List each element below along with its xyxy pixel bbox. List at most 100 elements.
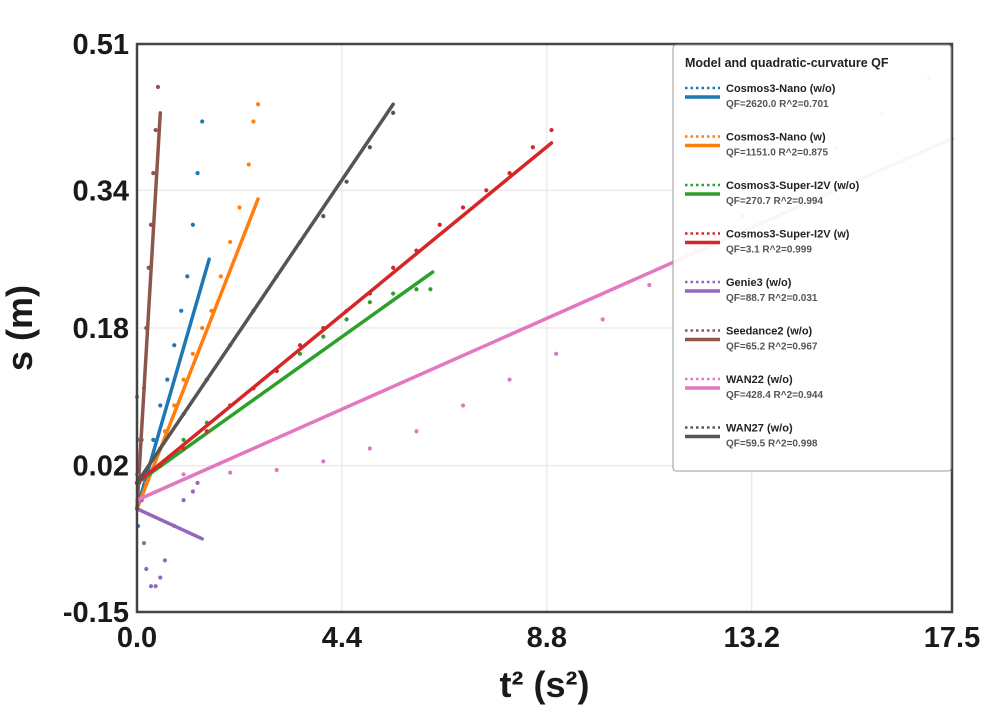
x-tick-label: 0.0 — [117, 622, 157, 654]
legend-item: Genie3 (w/o) QF=88.7 R^2=0.031 — [685, 277, 818, 304]
data-point — [158, 403, 163, 408]
data-point — [530, 145, 535, 150]
data-point — [437, 222, 442, 227]
data-point — [391, 110, 396, 115]
data-point — [647, 282, 652, 288]
x-tick-label: 8.8 — [527, 622, 567, 654]
x-tick-label: 4.4 — [322, 622, 362, 654]
data-point — [181, 437, 186, 442]
data-point — [148, 584, 154, 589]
legend-box — [672, 44, 952, 472]
data-point — [190, 351, 195, 356]
legend-item: Cosmos3-Nano (w) QF=1151.0 R^2=0.875 — [685, 132, 828, 159]
legend-series-name: Cosmos3-Super-I2V (w/o) — [726, 180, 860, 192]
legend-series-name: Seedance2 (w/o) — [726, 326, 813, 338]
x-tick-label: 17.5 — [924, 622, 980, 654]
fit-line — [135, 102, 395, 485]
data-point — [181, 498, 186, 503]
legend-series-stats: QF=270.7 R^2=0.994 — [726, 196, 823, 207]
data-point — [414, 287, 419, 292]
data-point — [218, 274, 223, 279]
legend-item: Cosmos3-Nano (w/o) QF=2620.0 R^2=0.701 — [685, 83, 836, 110]
data-point — [507, 377, 512, 382]
data-point — [460, 205, 466, 210]
data-point — [200, 325, 205, 331]
legend-series-stats: QF=1151.0 R^2=0.875 — [726, 148, 828, 159]
legend: Model and quadratic-curvature QF Cosmos3… — [672, 44, 952, 472]
legend-series-stats: QF=3.1 R^2=0.999 — [726, 245, 812, 256]
data-point — [428, 287, 433, 292]
data-point — [554, 351, 559, 356]
data-point — [228, 239, 233, 245]
data-point — [172, 343, 177, 348]
legend-series-stats: QF=59.5 R^2=0.998 — [726, 439, 818, 450]
data-point — [344, 179, 349, 184]
data-point — [414, 429, 419, 434]
data-point — [321, 214, 326, 219]
legend-series-stats: QF=2620.0 R^2=0.701 — [726, 99, 829, 110]
data-point — [321, 459, 326, 464]
data-point — [507, 170, 512, 176]
series-1 — [135, 102, 261, 511]
data-point — [151, 170, 156, 176]
fit-line — [135, 141, 554, 485]
data-point — [246, 162, 251, 167]
data-point — [251, 119, 256, 124]
legend-item: Seedance2 (w/o) QF=65.2 R^2=0.967 — [685, 326, 818, 353]
data-point — [141, 541, 147, 546]
fit-line — [135, 506, 204, 541]
data-point — [367, 446, 372, 451]
y-axis-label: s (m) — [0, 285, 40, 371]
legend-series-name: Cosmos3-Super-I2V (w) — [726, 229, 850, 241]
data-point — [460, 403, 466, 408]
plot-frame — [135, 42, 954, 614]
data-point — [344, 317, 349, 322]
data-point — [162, 558, 168, 563]
legend-item: Cosmos3-Super-I2V (w) QF=3.1 R^2=0.999 — [685, 229, 850, 256]
legend-series-name: Cosmos3-Nano (w/o) — [726, 83, 836, 95]
axis-ticks: 0.0 4.4 8.8 13.2 17.5 -0.15 0.02 0.18 0.34 0.51 — [63, 29, 980, 654]
data-point — [195, 480, 200, 486]
data-point — [484, 188, 489, 193]
data-point — [321, 334, 326, 339]
data-point — [391, 265, 396, 270]
fit-line — [135, 270, 435, 485]
data-point — [297, 351, 303, 356]
y-tick-label: 0.18 — [73, 313, 129, 345]
data-point — [181, 472, 186, 477]
series-3 — [134, 127, 554, 486]
data-point — [237, 205, 242, 210]
data-point — [185, 274, 190, 279]
data-point — [190, 489, 195, 494]
data-point — [190, 222, 195, 227]
legend-series-name: Genie3 (w/o) — [726, 277, 792, 289]
data-point — [144, 566, 149, 572]
legend-series-stats: QF=88.7 R^2=0.031 — [726, 293, 818, 304]
data-point — [549, 127, 554, 133]
y-tick-label: 0.02 — [73, 451, 129, 483]
data-point — [600, 317, 605, 322]
legend-series-name: Cosmos3-Nano (w) — [726, 132, 826, 144]
legend-title: Model and quadratic-curvature QF — [685, 56, 889, 70]
data-point — [391, 291, 396, 296]
y-tick-label: 0.51 — [73, 29, 129, 61]
series-7 — [134, 102, 396, 486]
data-point — [181, 377, 186, 382]
legend-series-name: WAN22 (w/o) — [726, 374, 793, 386]
data-point — [158, 575, 163, 580]
y-tick-label: -0.15 — [63, 597, 129, 629]
legend-item: WAN22 (w/o) QF=428.4 R^2=0.944 — [685, 374, 823, 401]
fit-line — [135, 197, 260, 511]
data-point — [195, 170, 200, 176]
legend-series-stats: QF=428.4 R^2=0.944 — [726, 390, 823, 401]
fit-line — [135, 111, 163, 511]
data-point — [367, 300, 372, 305]
data-point — [200, 119, 205, 124]
data-point — [155, 84, 161, 90]
series-2 — [134, 270, 435, 486]
x-tick-label: 13.2 — [724, 622, 780, 654]
data-point — [153, 584, 158, 589]
y-tick-label: 0.34 — [73, 175, 129, 207]
data-point — [228, 470, 233, 475]
